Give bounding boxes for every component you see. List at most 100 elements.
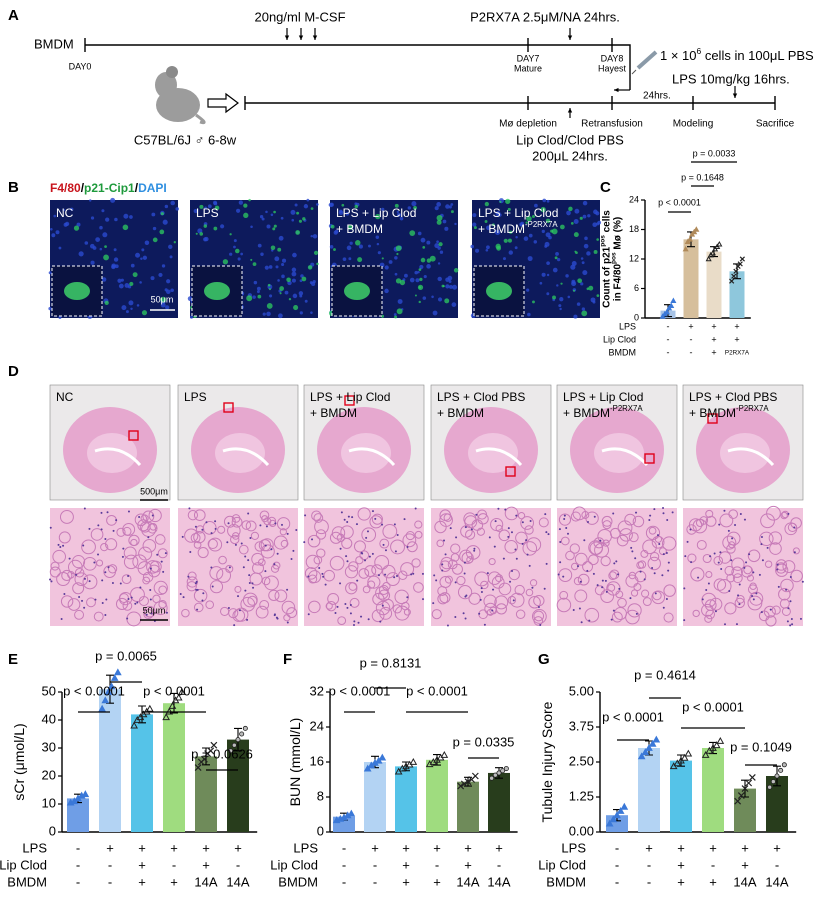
row-cell: -: [76, 857, 80, 872]
tubule: [705, 515, 717, 527]
nucleus: [662, 512, 665, 515]
stain: [560, 282, 563, 285]
text-part: + BMDM: [478, 222, 525, 236]
tubule: [792, 547, 800, 555]
nucleus: [62, 208, 66, 212]
tubule: [255, 605, 269, 619]
nucleus: [152, 226, 157, 231]
stain: [422, 245, 426, 249]
nucleus: [84, 241, 89, 245]
stain: [570, 221, 574, 225]
nucleus: [604, 579, 607, 582]
label: Mature: [514, 63, 542, 73]
stain: [268, 288, 271, 291]
tubule: [329, 555, 345, 571]
tubule: [456, 575, 466, 586]
tubule: [491, 575, 505, 589]
tubule: [353, 540, 366, 553]
row-cell: +: [773, 840, 781, 855]
stain: [442, 285, 445, 288]
tubule: [726, 544, 736, 554]
tubule: [193, 588, 208, 603]
pelvis: [222, 447, 270, 467]
nucleus: [574, 208, 580, 214]
tubule: [60, 595, 74, 608]
stain: [413, 205, 417, 210]
nucleus: [242, 566, 245, 569]
panel-letter: B: [8, 179, 19, 196]
nucleus: [521, 542, 524, 545]
nucleus: [731, 537, 734, 540]
nucleus: [558, 304, 562, 308]
tubule: [242, 592, 258, 608]
nucleus: [270, 548, 273, 551]
y-tick-label: 0: [49, 823, 56, 838]
tubule: [372, 592, 385, 606]
nucleus: [127, 598, 130, 601]
nucleus: [545, 531, 548, 534]
stain: [252, 262, 257, 267]
tubule: [749, 582, 757, 590]
nucleus: [635, 612, 638, 615]
nucleus: [168, 244, 173, 250]
tubule: [636, 561, 645, 569]
nucleus: [514, 246, 518, 250]
nucleus: [226, 541, 229, 544]
nucleus: [534, 203, 538, 208]
nucleus: [435, 579, 438, 582]
stain: [243, 212, 249, 218]
stain: [573, 232, 579, 238]
nucleus: [194, 525, 197, 528]
tubule: [525, 588, 534, 597]
tubule: [307, 534, 321, 548]
nucleus: [101, 277, 107, 282]
bar: [67, 798, 89, 832]
nucleus: [665, 597, 668, 600]
tubule: [577, 573, 590, 586]
tubule: [202, 520, 217, 535]
nucleus: [238, 609, 241, 612]
nucleus: [586, 251, 591, 256]
nucleus: [322, 575, 325, 578]
nucleus: [403, 518, 406, 521]
nucleus: [528, 233, 533, 238]
nucleus: [448, 280, 452, 283]
tubule: [371, 564, 383, 576]
nucleus: [528, 564, 531, 567]
label: LPS + Lip Clod: [563, 390, 643, 404]
data-point: [242, 725, 248, 731]
nucleus: [290, 209, 296, 215]
row-label: Lip Clod: [270, 857, 318, 872]
row-cell: +: [741, 857, 749, 872]
row-cell: -: [647, 874, 651, 889]
syringe: [636, 50, 658, 70]
row-cell: +: [677, 857, 685, 872]
nucleus: [381, 207, 385, 211]
nucleus: [586, 569, 589, 572]
panel-letter: C: [600, 179, 611, 196]
nucleus: [432, 602, 435, 605]
data-point: [716, 241, 723, 247]
stain: [279, 286, 285, 291]
nucleus: [104, 571, 107, 574]
row-label: Lip Clod: [603, 334, 636, 344]
nucleus: [181, 535, 184, 538]
nucleus: [472, 213, 477, 218]
nucleus: [612, 512, 615, 515]
row-label: BMDM: [278, 874, 318, 889]
pelvis: [475, 447, 523, 467]
bar: [670, 760, 692, 832]
tubule: [616, 534, 629, 547]
nucleus: [68, 557, 71, 560]
nucleus: [588, 619, 591, 622]
stain: [296, 211, 300, 215]
tubule: [759, 531, 774, 547]
data-point: [110, 673, 119, 681]
nucleus: [234, 543, 237, 546]
nucleus: [615, 560, 618, 563]
stain: [235, 248, 240, 254]
tubule: [661, 536, 677, 551]
stain: [298, 219, 302, 223]
nucleus: [136, 601, 139, 604]
